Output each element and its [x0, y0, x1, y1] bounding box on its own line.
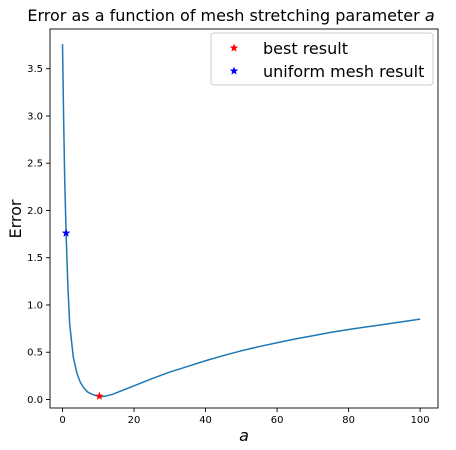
- chart-title-symbol: a: [425, 6, 435, 25]
- chart-title-text: Error as a function of mesh stretching p…: [27, 6, 420, 25]
- x-tick-label: 20: [128, 415, 141, 426]
- legend-box: [210, 32, 434, 86]
- y-tick-label: 0.5: [27, 348, 43, 359]
- axes-frame: [49, 28, 439, 409]
- y-tick-label: 3.5: [27, 64, 43, 75]
- x-axis-label: a: [239, 426, 249, 445]
- best-result-marker: [95, 391, 104, 400]
- legend-best-result-label: best result: [263, 39, 348, 58]
- x-tick-label: 100: [411, 415, 430, 426]
- x-tick-label: 0: [59, 415, 65, 426]
- error-curve-line: [61, 44, 421, 398]
- uniform-mesh-result-marker: [61, 228, 71, 237]
- y-tick-label: 2.5: [27, 159, 43, 170]
- legend-uniform-mesh-result-marker: [229, 66, 239, 75]
- y-tick-label: 2.0: [27, 206, 43, 217]
- y-axis-label: Error: [6, 199, 25, 238]
- x-tick-label: 60: [271, 415, 284, 426]
- legend-best-result-marker: [229, 43, 239, 52]
- legend: best result uniform mesh result: [210, 32, 434, 86]
- chart-title: Error as a function of mesh stretching p…: [27, 6, 434, 25]
- y-tick-label: 1.0: [27, 300, 43, 311]
- y-tick-label: 3.0: [27, 111, 43, 122]
- x-tick-label: 40: [199, 415, 212, 426]
- y-tick-label: 1.5: [27, 253, 43, 264]
- plot-area: 0 20 40 60 80 100 0.0 0.5 1.0 1.5 2.0 2.5 3.0 3.5: [27, 28, 439, 426]
- legend-uniform-mesh-result-label: uniform mesh result: [263, 62, 424, 81]
- y-tick-label: 0.0: [27, 395, 43, 406]
- x-tick-label: 80: [342, 415, 355, 426]
